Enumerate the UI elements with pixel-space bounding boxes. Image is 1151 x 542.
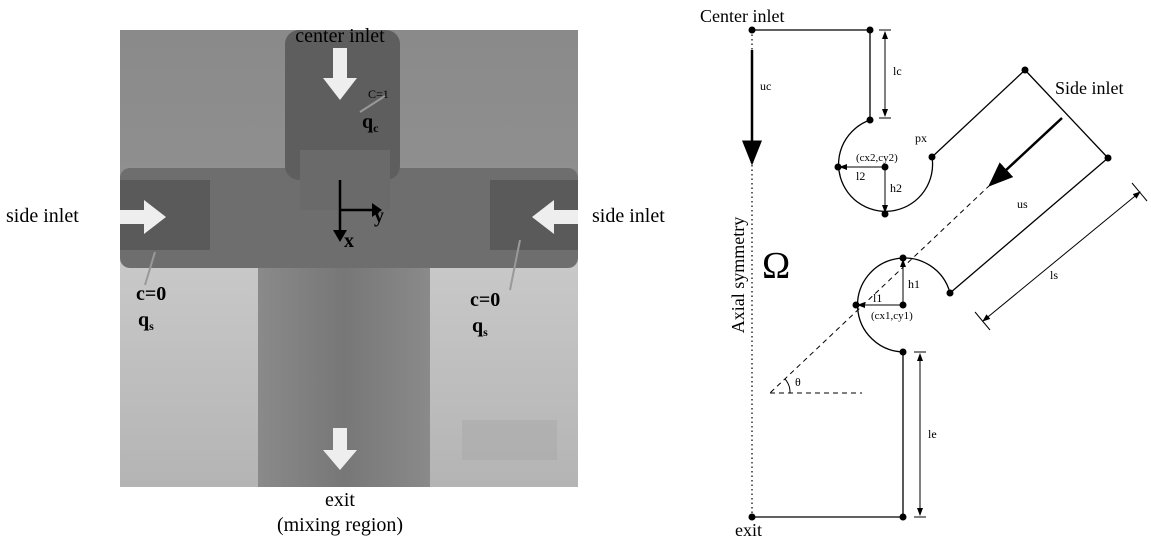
label: Ω [762,245,790,287]
label: q [362,111,373,133]
label: C=1 [368,87,389,101]
label: c=0 [136,283,166,305]
node-dot [867,117,874,124]
node-dot [900,302,907,309]
node-dot [882,164,889,171]
line [983,192,1140,321]
label: x [344,230,354,252]
line [932,70,1025,157]
shape [785,379,790,393]
label: (cx1,cy1) [871,310,913,322]
node-dot [749,27,756,34]
label: side inlet [592,205,665,227]
node-dot [882,211,889,218]
label: px [915,131,927,145]
label: le [928,427,937,441]
label: center inlet [295,25,385,47]
node-dot [900,349,907,356]
node-dot [900,514,907,521]
photo [120,30,578,487]
line [990,118,1062,185]
label: (mixing region) [277,514,403,536]
line [950,158,1108,293]
label: c [373,121,379,135]
label: us [1017,197,1028,211]
label: q [138,309,149,331]
label: c=0 [470,289,500,311]
node-dot [835,164,842,171]
label: Center inlet [700,6,784,26]
node-dot [947,290,954,297]
line [770,185,990,393]
label: l2 [856,169,865,183]
label: exit [735,520,762,540]
node-dot [929,154,936,161]
label: h1 [908,277,920,291]
node-dot [867,27,874,34]
label: exit [325,489,355,511]
region [462,420,557,460]
region [300,150,390,210]
label: y [374,205,384,227]
label: Side inlet [1055,78,1124,98]
label: h2 [890,181,902,195]
label: Axial symmetry [728,217,748,333]
label: l1 [873,291,882,305]
schematic [749,27,1148,521]
node-dot [1105,155,1112,162]
label: θ [795,375,801,389]
page: { "left_figure": { "center_inlet": "cent… [0,0,1151,542]
line [975,312,990,330]
node-dot [853,302,860,309]
label: uc [760,79,771,93]
label: s [483,325,488,339]
label: lc [893,64,902,78]
label: ls [1050,268,1058,282]
line [1132,183,1147,201]
label: q [472,315,483,337]
label: s [149,319,154,333]
node-dot [900,255,907,262]
figure: center inlet side inlet side inlet C=1 q… [0,0,1151,542]
label: side inlet [6,205,79,227]
label: (cx2,cy2) [856,152,898,164]
node-dot [1022,67,1029,74]
